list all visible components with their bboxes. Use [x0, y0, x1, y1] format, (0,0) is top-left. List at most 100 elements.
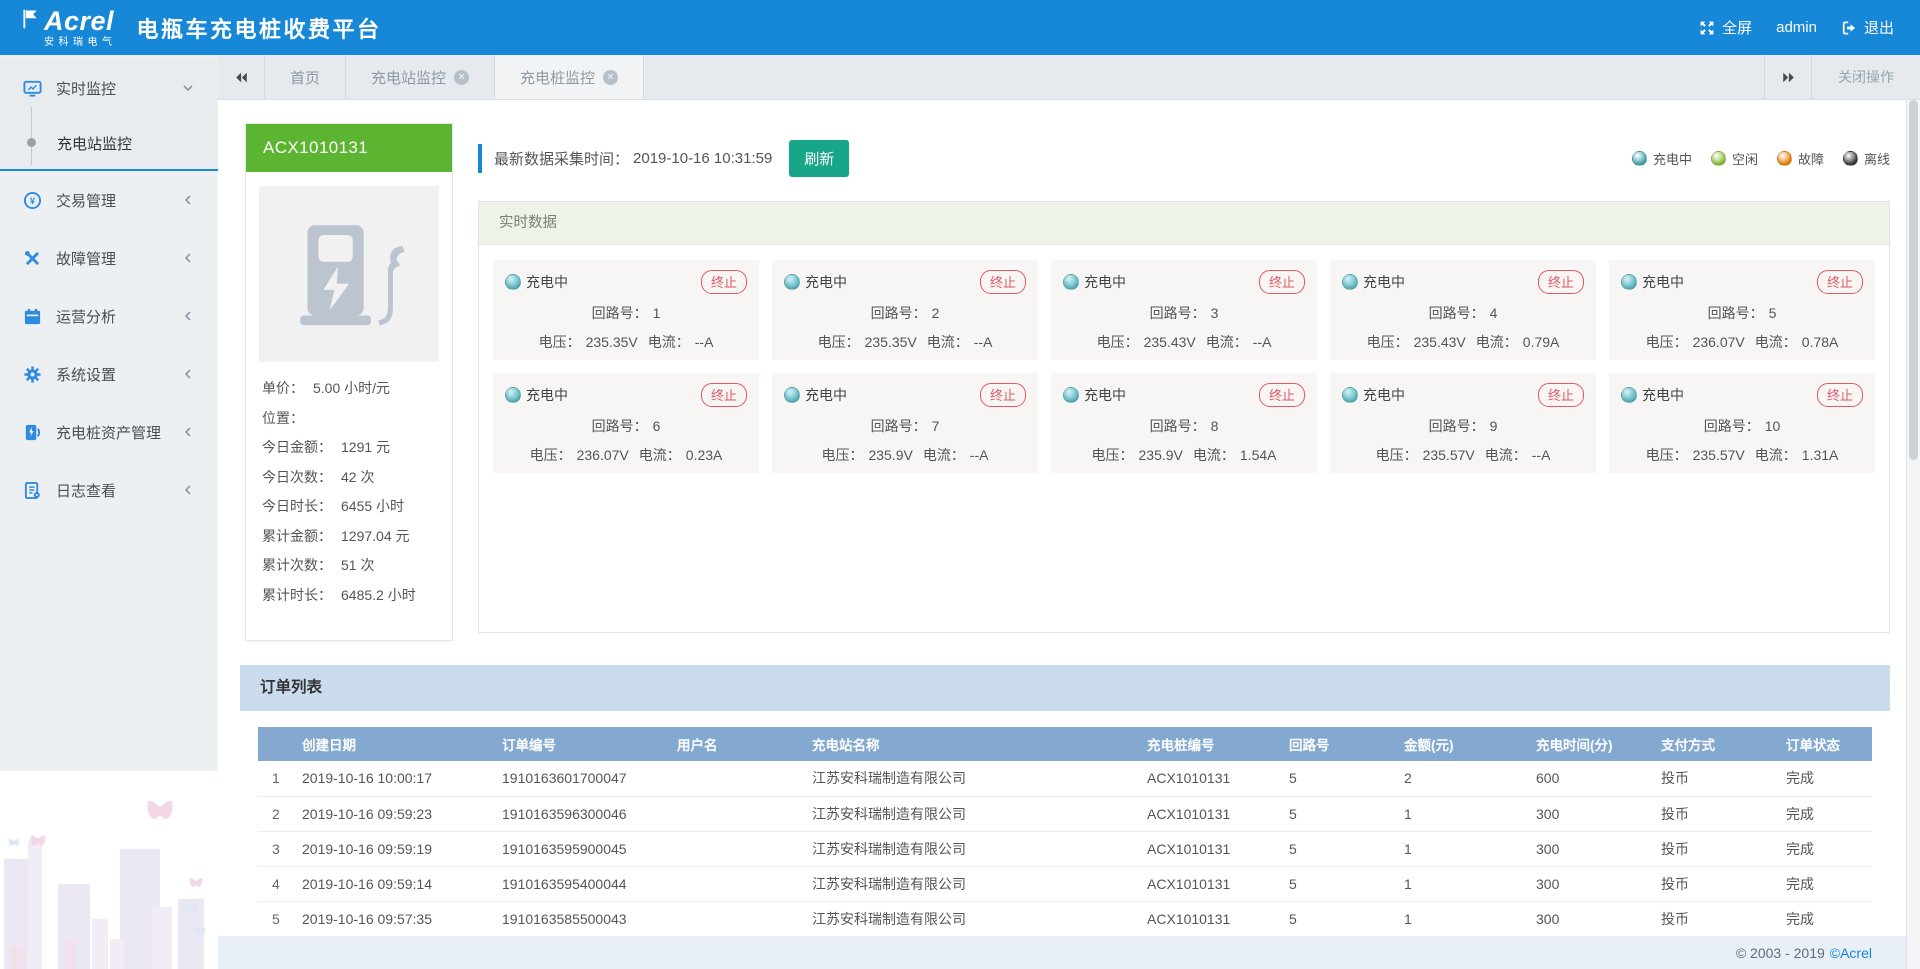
- cell-index: 2: [258, 796, 298, 831]
- column-header: 订单状态: [1782, 727, 1872, 761]
- cell-payment: 投币: [1657, 761, 1782, 796]
- status-legend: 充电中 空闲 故障 离线: [1632, 149, 1890, 168]
- column-header: 充电时间(分): [1532, 727, 1657, 761]
- terminate-button[interactable]: 终止: [980, 383, 1026, 407]
- table-row[interactable]: 2 2019-10-16 09:59:23 1910163596300046 江…: [258, 796, 1872, 831]
- cell-amount: 1: [1400, 866, 1532, 901]
- cell-pile: ACX1010131: [1143, 796, 1285, 831]
- circuit-number-label: 回路号：: [1704, 418, 1760, 434]
- status-dot: [1711, 151, 1726, 166]
- cell-pile: ACX1010131: [1143, 761, 1285, 796]
- vertical-scrollbar[interactable]: [1906, 100, 1920, 969]
- cell-minutes: 300: [1532, 901, 1657, 936]
- table-row[interactable]: 5 2019-10-16 09:57:35 1910163585500043 江…: [258, 901, 1872, 936]
- circuit-number-line: 回路号：2: [784, 303, 1026, 323]
- close-operations-menu[interactable]: 关闭操作: [1811, 55, 1920, 99]
- terminate-button[interactable]: 终止: [1538, 383, 1584, 407]
- sidebar-item-transactions[interactable]: ¥ 交易管理: [0, 171, 218, 229]
- column-header: 订单编号: [498, 727, 673, 761]
- current-label: 电流：: [923, 447, 965, 463]
- sidebar-item-operation-analysis[interactable]: 运营分析: [0, 287, 218, 345]
- accent-bar: [478, 144, 482, 173]
- close-tab-icon[interactable]: ×: [603, 70, 618, 85]
- circuit-metrics-line: 电压：235.9V电流：--A: [784, 445, 1026, 465]
- circuit-number-value: 10: [1765, 418, 1781, 434]
- sidebar-item-faults[interactable]: 故障管理: [0, 229, 218, 287]
- brand-flag-icon: [22, 8, 39, 30]
- current-value: --A: [974, 334, 993, 350]
- tab-label: 首页: [290, 67, 320, 88]
- tab-station-monitor[interactable]: 充电站监控 ×: [346, 55, 495, 99]
- sidebar-item-realtime-monitor[interactable]: 实时监控: [0, 59, 218, 117]
- cell-status: 完成: [1782, 866, 1872, 901]
- fullscreen-button[interactable]: 全屏: [1699, 17, 1752, 38]
- orders-panel-title: 订单列表: [240, 665, 1890, 711]
- analysis-icon: [23, 307, 42, 326]
- sidebar-item-label: 交易管理: [56, 190, 116, 211]
- cell-payment: 投币: [1657, 866, 1782, 901]
- close-tab-icon[interactable]: ×: [454, 70, 469, 85]
- station-stat-row: 单价： 5.00 小时/元: [262, 374, 436, 404]
- terminate-button[interactable]: 终止: [980, 270, 1026, 294]
- tabs-scroll-left-button[interactable]: [218, 55, 265, 99]
- chevron-left-icon: [182, 484, 194, 496]
- sidebar-item-logs[interactable]: 日志查看: [0, 461, 218, 519]
- voltage-label: 电压：: [1092, 447, 1134, 463]
- current-value: --A: [1532, 447, 1551, 463]
- logout-label: 退出: [1864, 17, 1894, 38]
- current-value: --A: [695, 334, 714, 350]
- circuit-status-label: 充电中: [526, 272, 568, 292]
- tab-pile-monitor[interactable]: 充电桩监控 ×: [495, 55, 644, 99]
- tabs-scroll-right-button[interactable]: [1764, 55, 1811, 99]
- cell-station: 江苏安科瑞制造有限公司: [808, 761, 1143, 796]
- circuit-status-label: 充电中: [805, 272, 847, 292]
- acrel-brand-link[interactable]: ©Acrel: [1830, 945, 1872, 961]
- brand-logo[interactable]: Acrel 安科瑞电气: [0, 8, 117, 48]
- cell-pile: ACX1010131: [1143, 831, 1285, 866]
- charging-status-dot: [1342, 387, 1358, 403]
- cell-amount: 1: [1400, 831, 1532, 866]
- terminate-button[interactable]: 终止: [1259, 270, 1305, 294]
- terminate-button[interactable]: 终止: [1817, 270, 1863, 294]
- user-menu[interactable]: admin: [1776, 19, 1817, 36]
- collect-time-label: 最新数据采集时间：: [494, 148, 629, 169]
- timeline-line: [31, 107, 32, 165]
- circuit-card: 充电中 终止 回路号：1 电压：235.35V电流：--A: [493, 260, 759, 360]
- terminate-button[interactable]: 终止: [1538, 270, 1584, 294]
- circuit-metrics-line: 电压：235.35V电流：--A: [505, 332, 747, 352]
- table-row[interactable]: 4 2019-10-16 09:59:14 1910163595400044 江…: [258, 866, 1872, 901]
- refresh-button[interactable]: 刷新: [789, 140, 849, 177]
- brand-name: Acrel: [44, 8, 117, 35]
- table-row[interactable]: 1 2019-10-16 10:00:17 1910163601700047 江…: [258, 761, 1872, 796]
- realtime-data-panel: 实时数据 充电中 终止 回路号：1 电压：235.35V电流：--A 充电中 终…: [478, 201, 1890, 633]
- terminate-button[interactable]: 终止: [701, 383, 747, 407]
- current-value: 1.54A: [1240, 447, 1277, 463]
- sidebar-item-system-settings[interactable]: 系统设置: [0, 345, 218, 403]
- legend-label: 充电中: [1653, 149, 1692, 168]
- double-chevron-right-icon: [1781, 70, 1796, 85]
- circuit-number-label: 回路号：: [592, 305, 648, 321]
- circuit-number-line: 回路号：1: [505, 303, 747, 323]
- app-header: Acrel 安科瑞电气 电瓶车充电桩收费平台 全屏 admin 退出: [0, 0, 1920, 55]
- circuit-number-label: 回路号：: [871, 418, 927, 434]
- tab-home[interactable]: 首页: [265, 55, 346, 99]
- circuit-number-line: 回路号： 10: [1621, 416, 1863, 436]
- stat-value: 6455 小时: [341, 492, 404, 522]
- table-row[interactable]: 3 2019-10-16 09:59:19 1910163595900045 江…: [258, 831, 1872, 866]
- voltage-value: 236.07V: [1693, 334, 1745, 350]
- stat-label: 累计金额：: [262, 522, 332, 552]
- voltage-label: 电压：: [539, 334, 581, 350]
- terminate-button[interactable]: 终止: [1259, 383, 1305, 407]
- sidebar-item-pile-assets[interactable]: 充电桩资产管理: [0, 403, 218, 461]
- terminate-button[interactable]: 终止: [1817, 383, 1863, 407]
- cell-user: [673, 761, 808, 796]
- scrollbar-thumb[interactable]: [1909, 100, 1918, 460]
- cell-created: 2019-10-16 09:59:19: [298, 831, 498, 866]
- sidebar-item-station-monitor[interactable]: 充电站监控: [0, 117, 218, 169]
- table-header-row: 创建日期 订单编号 用户名 充电站名称 充电桩编号 回路号 金额(元) 充电时间…: [258, 727, 1872, 761]
- column-header-index: [258, 727, 298, 761]
- terminate-button[interactable]: 终止: [701, 270, 747, 294]
- timeline-dot: [27, 138, 36, 147]
- status-dot: [1843, 151, 1858, 166]
- logout-button[interactable]: 退出: [1841, 17, 1894, 38]
